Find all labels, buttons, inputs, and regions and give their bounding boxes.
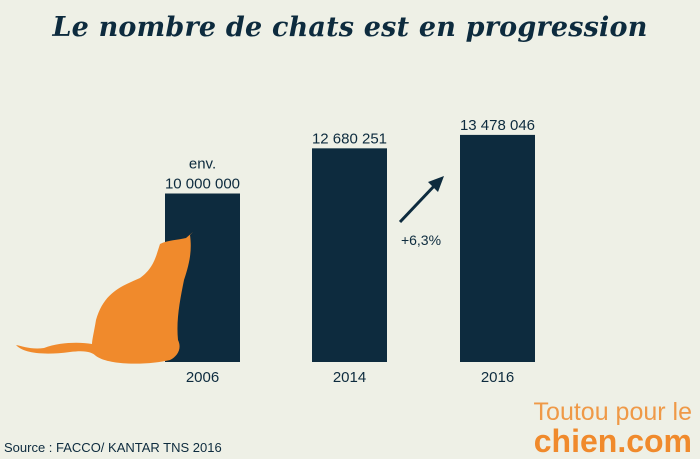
x-tick-label: 2006 (186, 369, 219, 386)
data-label: env. (189, 156, 216, 173)
logo-line2: chien.com (533, 423, 692, 459)
arrow-head-icon (428, 176, 444, 192)
logo: Toutou pour le chien.com (533, 398, 692, 459)
growth-annotation: +6,3% (401, 232, 441, 248)
data-label: 13 478 046 (460, 117, 535, 134)
bar-2014 (312, 148, 387, 362)
chart-title: Le nombre de chats est en progression (52, 12, 648, 43)
data-label: 10 000 000 (165, 176, 240, 193)
x-tick-label: 2014 (333, 369, 366, 386)
growth-arrow-icon (398, 182, 438, 224)
data-label: 12 680 251 (312, 130, 387, 147)
x-tick-label: 2016 (481, 369, 514, 386)
cat-silhouette-icon (16, 232, 193, 364)
bar-2016 (460, 134, 535, 362)
logo-line1: Toutou pour le (533, 398, 692, 426)
source-note: Source : FACCO/ KANTAR TNS 2016 (4, 440, 222, 455)
